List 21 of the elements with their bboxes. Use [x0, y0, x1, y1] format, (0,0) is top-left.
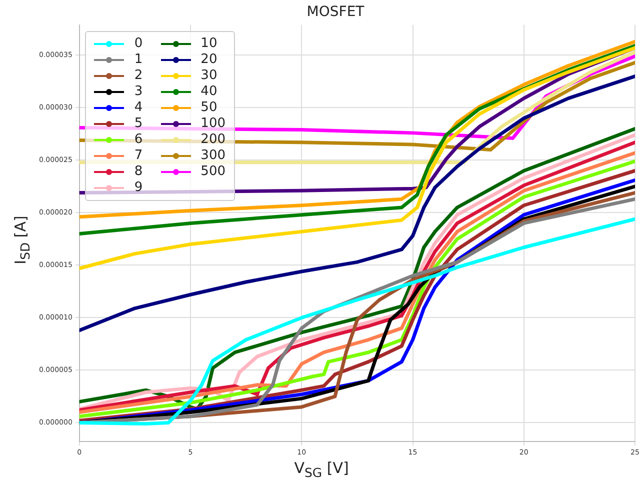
- legend-label: 2: [134, 68, 143, 84]
- legend-label: 9: [134, 180, 143, 196]
- legend-label: 7: [134, 148, 143, 164]
- chart-title: MOSFET: [306, 4, 365, 20]
- legend-label: 4: [134, 100, 143, 116]
- legend-label: 8: [134, 164, 143, 180]
- legend-label: 300: [200, 148, 226, 164]
- legend-label: 0: [134, 36, 143, 52]
- legend-label: 200: [200, 132, 226, 148]
- legend-label: 6: [134, 132, 143, 148]
- legend-label: 40: [200, 84, 218, 100]
- legend-label: 100: [200, 116, 226, 132]
- legend-label: 1: [134, 52, 143, 68]
- x-axis-title: V$_{SG}$ [V]: [293, 459, 350, 480]
- legend-label: 5: [134, 116, 143, 132]
- legend-label: 500: [200, 164, 226, 180]
- legend-label: 50: [200, 100, 218, 116]
- legend-label: 10: [200, 36, 218, 52]
- legend-label: 30: [200, 68, 218, 84]
- legend-label: 3: [134, 84, 143, 100]
- legend-label: 20: [200, 52, 218, 68]
